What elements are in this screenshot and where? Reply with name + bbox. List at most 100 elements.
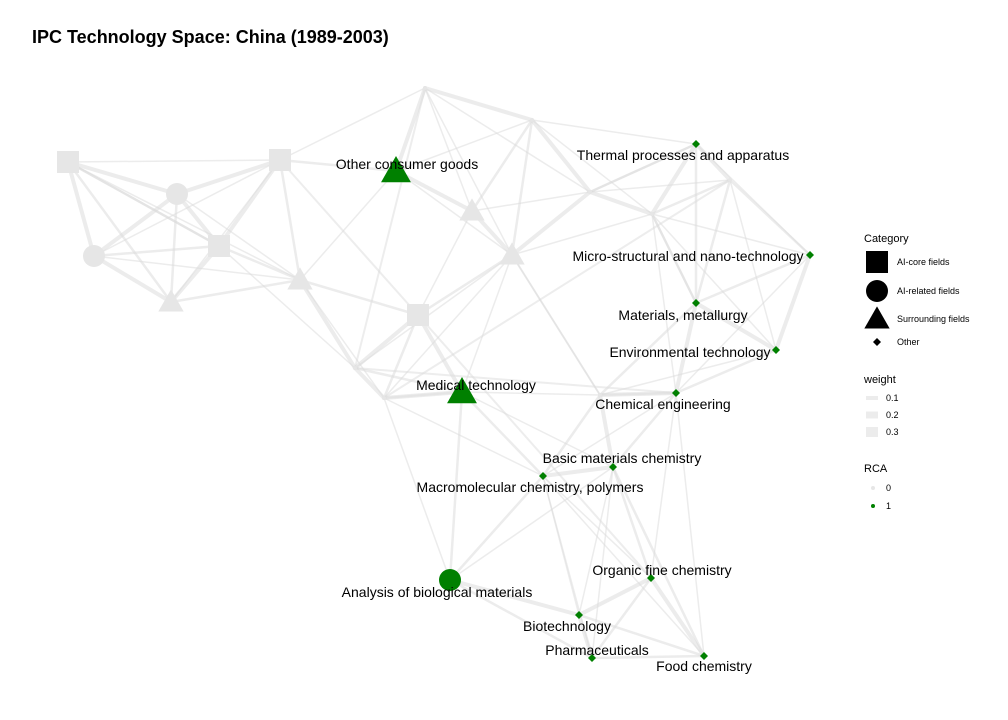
- background-node: [459, 198, 485, 221]
- node-label: Basic materials chemistry: [543, 450, 702, 466]
- background-node: [530, 118, 534, 122]
- network-edge: [589, 143, 697, 193]
- network-edge: [471, 191, 591, 212]
- node-other-consumer-goods: [381, 156, 411, 183]
- network-edge: [449, 466, 614, 581]
- network-edge: [674, 301, 698, 395]
- background-node: [499, 242, 525, 265]
- node-macromolecular-chemistry-polymers: [539, 472, 547, 480]
- node-basic-materials-chemistry: [609, 463, 617, 471]
- network-edge: [448, 578, 594, 660]
- node-thermal-processes-and-apparatus: [692, 140, 700, 148]
- network-edge: [542, 475, 652, 579]
- network-edge: [354, 254, 513, 369]
- network-edge: [599, 392, 677, 396]
- background-node: [598, 393, 602, 397]
- network-edge: [510, 118, 534, 257]
- network-edge: [92, 192, 179, 258]
- network-edge: [278, 158, 398, 173]
- legend-weight-key: [866, 427, 878, 437]
- network-edge: [511, 213, 653, 256]
- network-edge: [530, 118, 592, 194]
- network-edge: [650, 392, 677, 579]
- network-edge: [417, 314, 652, 579]
- network-edge: [448, 390, 464, 582]
- network-edge: [590, 576, 653, 660]
- chart-title: IPC Technology Space: China (1989-2003): [32, 27, 389, 47]
- node-medical-technology: [447, 377, 477, 404]
- network-edge: [92, 254, 173, 304]
- network-edge: [531, 119, 653, 215]
- network-edge: [598, 301, 698, 397]
- background-node: [83, 245, 105, 267]
- network-edge: [694, 178, 732, 305]
- legend-category-label: AI-related fields: [897, 286, 960, 296]
- network-edge: [590, 654, 706, 660]
- node-label: Chemical engineering: [595, 396, 730, 412]
- node-label: Micro-structural and nano-technology: [572, 248, 803, 264]
- network-edge: [353, 366, 464, 394]
- network-edge: [599, 349, 777, 396]
- network-edge: [541, 465, 615, 478]
- node-label: Macromolecular chemistry, polymers: [417, 479, 644, 495]
- network-edge: [470, 118, 534, 213]
- background-node: [407, 304, 429, 326]
- legend-weight-key: [866, 411, 878, 419]
- network-edge: [774, 253, 812, 352]
- network-edge: [651, 213, 811, 256]
- network-edge: [298, 278, 357, 370]
- node-pharmaceuticals: [588, 654, 596, 662]
- node-label: Materials, metallurgy: [618, 307, 747, 323]
- network-edge: [395, 170, 513, 256]
- legend-weight-label: 0.1: [886, 393, 899, 403]
- legend-key-surrounding-fields: [864, 306, 890, 329]
- network-edge: [729, 179, 777, 351]
- node-biotechnology: [575, 611, 583, 619]
- network-edge: [383, 397, 544, 477]
- network-edge: [354, 367, 677, 394]
- background-node: [287, 267, 313, 290]
- network-edge: [67, 161, 220, 247]
- node-label: Pharmaceuticals: [545, 642, 649, 658]
- background-node: [57, 151, 79, 173]
- legend-rca-label: 0: [886, 483, 891, 493]
- network-edge: [298, 278, 420, 317]
- network-edge: [611, 465, 706, 658]
- network-edge: [67, 161, 301, 281]
- network-edge: [416, 253, 514, 317]
- node-label: Biotechnology: [523, 618, 611, 634]
- network-edge: [651, 213, 697, 304]
- node-analysis-of-biological-materials: [439, 569, 461, 591]
- network-edge: [598, 393, 615, 469]
- network-edge: [542, 475, 593, 659]
- network-edge: [66, 160, 96, 258]
- network-edge: [424, 87, 473, 212]
- legend-category-title: Category: [864, 233, 909, 245]
- network-edge: [651, 213, 677, 394]
- legend-rca-key: [871, 486, 875, 490]
- network-edge: [299, 170, 397, 281]
- network-edge: [674, 348, 778, 395]
- network-edge: [67, 159, 281, 163]
- network-edge: [299, 279, 385, 399]
- network-edge: [650, 178, 732, 216]
- network-edge: [383, 254, 513, 399]
- network-edge: [169, 192, 179, 304]
- node-food-chemistry: [700, 652, 708, 660]
- network-edge: [650, 142, 698, 216]
- node-micro-structural-and-nano-technology: [806, 251, 814, 259]
- background-node: [650, 212, 654, 216]
- network-edge: [279, 87, 426, 161]
- node-label: Thermal processes and apparatus: [577, 147, 789, 163]
- background-node: [166, 183, 188, 205]
- node-chemical-engineering: [672, 389, 680, 397]
- legend-rca-title: RCA: [864, 463, 888, 475]
- network-edge: [382, 313, 420, 400]
- node-label: Medical technology: [416, 377, 536, 393]
- network-edge: [93, 255, 301, 281]
- node-label: Food chemistry: [656, 658, 752, 674]
- background-node: [158, 289, 184, 312]
- legend-category-label: AI-core fields: [897, 257, 950, 267]
- network-edge: [460, 390, 545, 478]
